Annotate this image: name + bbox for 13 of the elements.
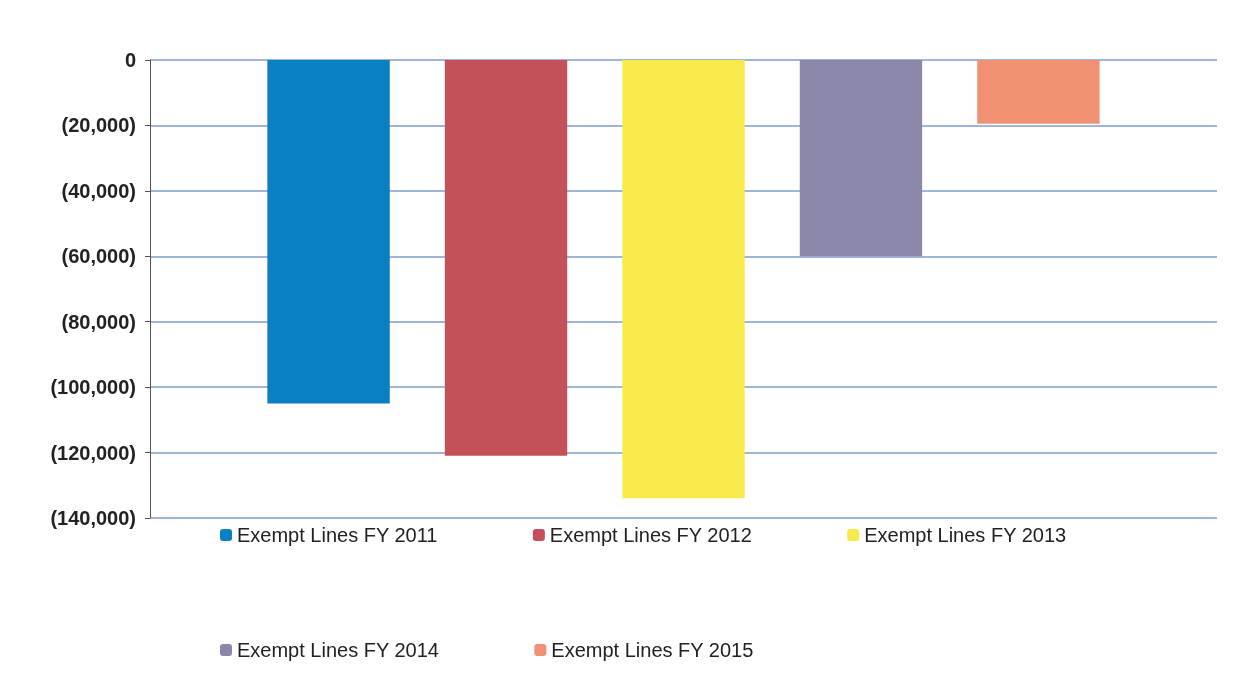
y-tick-label: 0 — [124, 49, 136, 71]
legend-label: Exempt Lines FY 2015 — [551, 639, 754, 661]
y-tick-label: (140,000) — [50, 507, 136, 529]
legend-label: Exempt Lines FY 2011 — [237, 524, 438, 546]
legend-label: Exempt Lines FY 2014 — [237, 639, 439, 661]
y-tick-label: (60,000) — [61, 245, 136, 268]
legend-label: Exempt Lines FY 2012 — [549, 524, 752, 546]
legend-label: Exempt Lines FY 2013 — [864, 524, 1067, 546]
y-tick-label: (80,000) — [61, 310, 136, 333]
y-tick-label: (120,000) — [50, 441, 136, 464]
y-tick-label: (100,000) — [50, 376, 136, 399]
y-tick-label: (20,000) — [61, 114, 136, 137]
y-tick-label: (40,000) — [61, 179, 136, 202]
